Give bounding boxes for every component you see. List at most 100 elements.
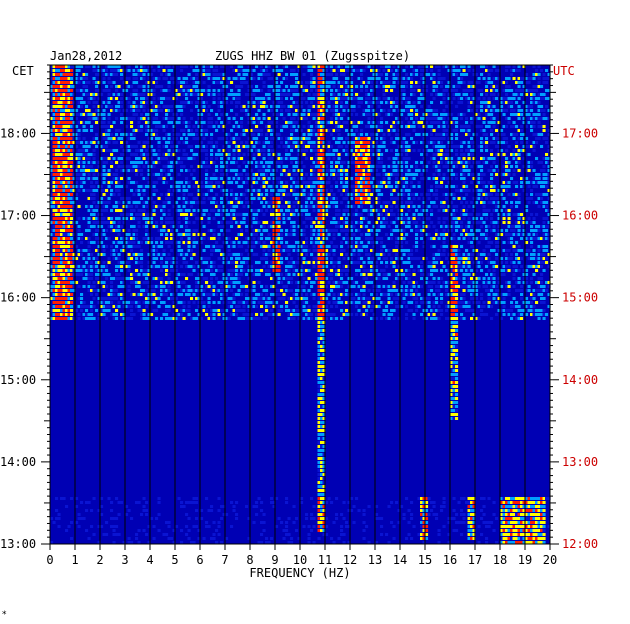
heatmap-cell	[480, 129, 484, 132]
heatmap-cell	[457, 69, 461, 72]
heatmap-cell	[137, 161, 141, 164]
heatmap-cell	[147, 93, 151, 96]
heatmap-cell	[485, 113, 489, 116]
heatmap-cell	[237, 145, 241, 148]
heatmap-cell	[62, 229, 66, 232]
heatmap-cell	[442, 129, 446, 132]
heatmap-cell	[392, 81, 396, 84]
heatmap-cell	[455, 145, 459, 148]
heatmap-cell	[410, 89, 414, 92]
heatmap-cell	[320, 217, 324, 220]
heatmap-cell	[400, 209, 404, 212]
heatmap-cell	[440, 201, 444, 204]
heatmap-cell	[165, 173, 169, 176]
heatmap-cell	[452, 225, 456, 228]
heatmap-cell	[132, 133, 136, 136]
heatmap-cell	[305, 201, 309, 204]
heatmap-cell	[335, 205, 339, 208]
heatmap-cell	[310, 229, 314, 232]
heatmap-cell	[367, 157, 371, 160]
heatmap-cell	[220, 65, 224, 68]
heatmap-cell	[380, 73, 384, 76]
heatmap-cell	[212, 173, 216, 176]
heatmap-cell	[217, 73, 221, 76]
heatmap-cell	[367, 153, 371, 156]
heatmap-cell	[77, 105, 81, 108]
heatmap-cell	[115, 93, 119, 96]
heatmap-cell	[517, 229, 521, 232]
heatmap-cell	[140, 65, 144, 68]
heatmap-cell	[300, 117, 304, 120]
heatmap-cell	[485, 85, 489, 88]
heatmap-cell	[277, 205, 281, 208]
heatmap-cell	[90, 153, 94, 156]
heatmap-cell	[302, 145, 306, 148]
heatmap-cell	[147, 173, 151, 176]
heatmap-cell	[97, 117, 101, 120]
heatmap-cell	[347, 85, 351, 88]
heatmap-cell	[65, 233, 69, 236]
heatmap-cell	[277, 181, 281, 184]
heatmap-cell	[537, 161, 541, 164]
heatmap-cell	[77, 149, 81, 152]
heatmap-cell	[65, 201, 69, 204]
heatmap-cell	[505, 137, 509, 140]
heatmap-cell	[397, 213, 401, 216]
heatmap-cell	[310, 141, 314, 144]
heatmap-cell	[305, 101, 309, 104]
heatmap-cell	[262, 185, 266, 188]
heatmap-cell	[187, 145, 191, 148]
heatmap-cell	[247, 149, 251, 152]
heatmap-cell	[127, 145, 131, 148]
heatmap-cell	[547, 73, 551, 76]
heatmap-cell	[410, 193, 414, 196]
heatmap-cell	[310, 125, 314, 128]
heatmap-cell	[287, 201, 291, 204]
heatmap-cell	[252, 69, 256, 72]
heatmap-cell	[127, 157, 131, 160]
heatmap-cell	[130, 217, 134, 220]
heatmap-cell	[175, 201, 179, 204]
heatmap-cell	[237, 201, 241, 204]
heatmap-cell	[272, 129, 276, 132]
heatmap-cell	[212, 69, 216, 72]
heatmap-cell	[405, 221, 409, 224]
heatmap-cell	[70, 145, 74, 148]
heatmap-cell	[245, 189, 249, 192]
heatmap-cell	[200, 145, 204, 148]
heatmap-cell	[467, 233, 471, 236]
heatmap-cell	[107, 169, 111, 172]
heatmap-cell	[232, 149, 236, 152]
heatmap-cell	[390, 101, 394, 104]
heatmap-cell	[227, 157, 231, 160]
heatmap-cell	[210, 177, 214, 180]
heatmap-cell	[267, 141, 271, 144]
heatmap-cell	[312, 77, 316, 80]
heatmap-cell	[345, 77, 349, 80]
heatmap-cell	[497, 201, 501, 204]
heatmap-cell	[395, 185, 399, 188]
heatmap-cell	[267, 145, 271, 148]
heatmap-cell	[57, 69, 61, 72]
heatmap-cell	[397, 193, 401, 196]
heatmap-cell	[235, 197, 239, 200]
heatmap-cell	[320, 193, 324, 196]
heatmap-cell	[147, 125, 151, 128]
heatmap-cell	[255, 161, 259, 164]
heatmap-cell	[372, 109, 376, 112]
heatmap-cell	[135, 205, 139, 208]
heatmap-cell	[395, 153, 399, 156]
heatmap-cell	[102, 125, 106, 128]
heatmap-cell	[545, 209, 549, 212]
heatmap-cell	[95, 109, 99, 112]
heatmap-cell	[317, 93, 321, 96]
heatmap-cell	[495, 209, 499, 212]
heatmap-cell	[442, 157, 446, 160]
heatmap-cell	[227, 77, 231, 80]
heatmap-cell	[57, 173, 61, 176]
heatmap-cell	[517, 65, 521, 68]
heatmap-cell	[200, 93, 204, 96]
heatmap-cell	[412, 173, 416, 176]
heatmap-cell	[397, 145, 401, 148]
heatmap-cell	[62, 77, 66, 80]
